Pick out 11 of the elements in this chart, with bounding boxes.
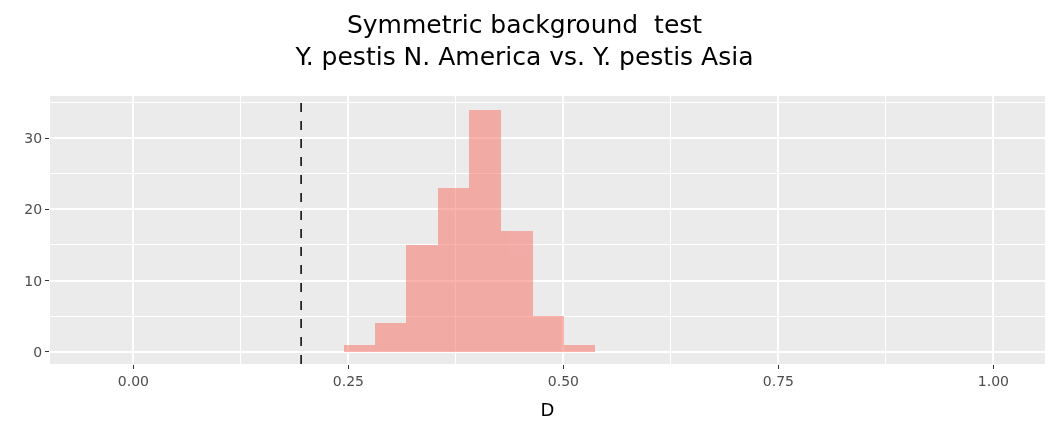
y-tick-label: 20 <box>24 201 43 218</box>
y-tick-label: 30 <box>24 129 43 146</box>
x-tick-label: 0.50 <box>547 372 579 389</box>
x-tick-label: 0.75 <box>762 372 794 389</box>
y-tick-label: 0 <box>33 343 43 360</box>
y-tick-label: 10 <box>24 272 43 289</box>
x-tick-label: 0.25 <box>332 372 364 389</box>
chart-title: Symmetric background test Y. pestis N. America vs. Y. pestis Asia <box>294 9 754 72</box>
x-axis-title: D <box>540 398 555 420</box>
x-tick-label: 0.00 <box>117 372 150 389</box>
x-tick-label: 1.00 <box>977 372 1009 389</box>
